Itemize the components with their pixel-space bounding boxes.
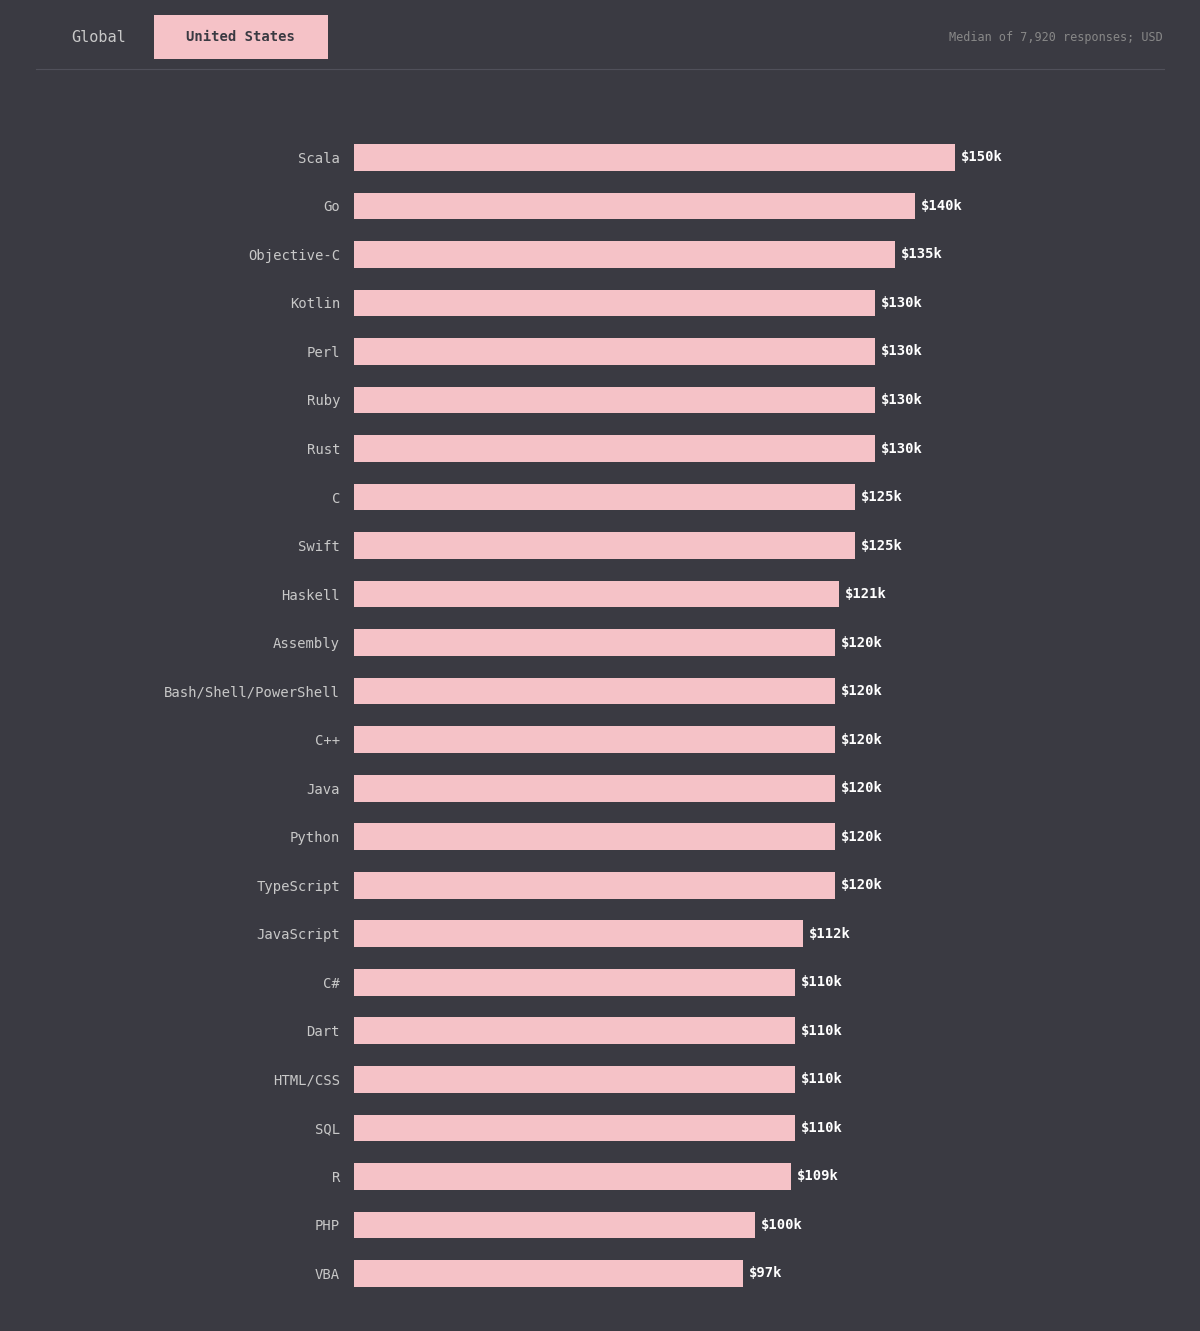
Bar — [354, 1211, 755, 1238]
Text: $110k: $110k — [800, 1121, 842, 1135]
Bar — [354, 435, 875, 462]
Text: $120k: $120k — [841, 829, 883, 844]
Text: $110k: $110k — [800, 1024, 842, 1038]
Bar — [354, 580, 839, 607]
Text: $112k: $112k — [809, 926, 851, 941]
Bar — [354, 872, 835, 898]
Text: $140k: $140k — [922, 198, 964, 213]
Bar — [354, 1163, 791, 1190]
Text: $121k: $121k — [845, 587, 887, 602]
Text: $120k: $120k — [841, 878, 883, 892]
Bar — [354, 144, 955, 170]
Bar — [354, 386, 875, 414]
Bar — [354, 969, 794, 996]
Bar — [354, 677, 835, 704]
Text: $125k: $125k — [862, 490, 902, 504]
Text: $130k: $130k — [881, 295, 923, 310]
Text: $120k: $120k — [841, 684, 883, 699]
Bar — [354, 824, 835, 851]
Bar — [354, 630, 835, 656]
Text: $150k: $150k — [961, 150, 1003, 164]
Bar — [354, 1017, 794, 1045]
Bar — [354, 1114, 794, 1141]
Text: Global: Global — [71, 29, 126, 45]
Bar — [354, 532, 854, 559]
Text: $110k: $110k — [800, 1073, 842, 1086]
Text: $135k: $135k — [901, 248, 943, 261]
Text: $125k: $125k — [862, 539, 902, 552]
Text: $120k: $120k — [841, 636, 883, 650]
Bar — [354, 290, 875, 317]
Bar — [354, 338, 875, 365]
Text: $100k: $100k — [761, 1218, 803, 1233]
Bar — [354, 1260, 743, 1287]
Bar — [354, 727, 835, 753]
Bar — [354, 483, 854, 510]
Text: $120k: $120k — [841, 732, 883, 747]
Bar — [354, 921, 803, 948]
Text: $130k: $130k — [881, 393, 923, 407]
Text: Median of 7,920 responses; USD: Median of 7,920 responses; USD — [949, 31, 1163, 44]
Bar — [354, 775, 835, 801]
Text: $97k: $97k — [749, 1267, 782, 1280]
Text: $130k: $130k — [881, 345, 923, 358]
Text: United States: United States — [186, 29, 295, 44]
Text: $110k: $110k — [800, 976, 842, 989]
Text: $130k: $130k — [881, 442, 923, 455]
Text: $109k: $109k — [797, 1170, 839, 1183]
Bar — [354, 193, 916, 220]
Bar — [354, 241, 895, 268]
Text: $120k: $120k — [841, 781, 883, 795]
FancyBboxPatch shape — [142, 13, 340, 60]
Bar — [354, 1066, 794, 1093]
